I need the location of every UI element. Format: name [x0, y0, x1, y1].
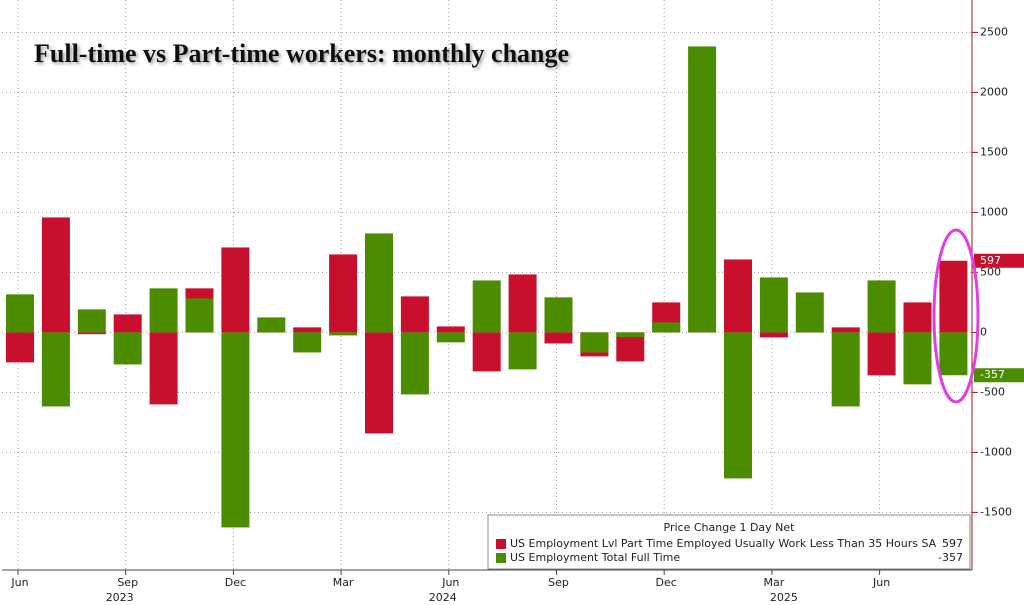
year-label: 2024 [429, 591, 457, 604]
bar [544, 332, 573, 344]
y-tick-label: 1500 [980, 145, 1008, 158]
bar [329, 254, 358, 333]
legend: Price Change 1 Day Net US Employment Lvl … [487, 514, 971, 570]
x-tick-label: Mar [333, 576, 354, 589]
bars [6, 46, 968, 528]
bar [257, 317, 286, 333]
bar [616, 332, 645, 362]
x-tick-label: Sep [117, 576, 138, 589]
legend-swatch [496, 553, 506, 563]
bar [329, 332, 358, 336]
bar [365, 233, 393, 333]
x-tick-label: Dec [225, 576, 246, 589]
bar [77, 309, 106, 333]
legend-title: Price Change 1 Day Net [664, 521, 796, 534]
y-tick-label: 1000 [980, 205, 1008, 218]
legend-value: 597 [942, 537, 963, 550]
legend-value: -357 [938, 551, 963, 564]
bar [939, 332, 968, 376]
bar [831, 332, 860, 407]
bar [77, 332, 106, 335]
bar [724, 259, 752, 333]
bar [472, 332, 501, 372]
bar [724, 332, 752, 479]
bar [41, 332, 70, 407]
bar [6, 294, 34, 333]
bar [221, 247, 250, 333]
legend-swatch [496, 539, 506, 549]
year-label: 2025 [770, 591, 798, 604]
x-tick-label: Jun [872, 576, 890, 589]
legend-label: US Employment Lvl Part Time Employed Usu… [510, 537, 937, 550]
value-tag [974, 368, 1024, 383]
chart-title: Full-time vs Part-time workers: monthly … [34, 39, 569, 68]
bar [221, 332, 250, 528]
y-tick-label: -500 [980, 385, 1005, 398]
x-tick-label: Dec [656, 576, 677, 589]
legend-box [487, 514, 971, 570]
bar [759, 277, 788, 333]
bar [903, 332, 932, 385]
bar [6, 332, 34, 363]
bar [867, 332, 896, 376]
y-tick-label: 500 [980, 265, 1001, 278]
x-tick-label: Jun [441, 576, 459, 589]
y-tick-label: 2500 [980, 25, 1008, 38]
bar [544, 297, 573, 333]
x-tick-label: Jun [10, 576, 28, 589]
bar [436, 326, 465, 333]
bar [365, 332, 393, 434]
bar [939, 260, 968, 333]
bar [41, 217, 70, 333]
bar [831, 327, 860, 333]
bar [508, 274, 537, 333]
bar [652, 322, 681, 333]
y-tick-label: 0 [980, 325, 987, 338]
bar [688, 46, 717, 333]
y-tick-label: -1500 [980, 505, 1012, 518]
bar [616, 332, 645, 338]
bar [113, 314, 142, 333]
bar [436, 332, 465, 343]
bar [113, 332, 142, 365]
bar [508, 332, 537, 370]
bar [795, 292, 824, 333]
value-tag [974, 253, 1024, 268]
highlight-ellipse [932, 228, 980, 404]
year-label: 2023 [106, 591, 134, 604]
value-tag-label: 597 [980, 254, 1001, 267]
legend-label: US Employment Total Full Time [510, 551, 680, 564]
bar [400, 332, 429, 395]
x-tick-label: Mar [764, 576, 785, 589]
bar [149, 288, 178, 333]
bar [472, 280, 501, 333]
bar [185, 298, 214, 333]
y-tick-label: -1000 [980, 445, 1012, 458]
bar [580, 332, 609, 353]
bar [149, 332, 178, 405]
bar [293, 327, 322, 333]
bar [400, 296, 429, 333]
x-tick-label: Sep [548, 576, 569, 589]
bar [903, 302, 932, 333]
y-tick-label: 2000 [980, 85, 1008, 98]
bar [293, 332, 322, 353]
bar [759, 332, 788, 338]
bar [867, 280, 896, 333]
value-tag-label: -357 [980, 368, 1005, 381]
